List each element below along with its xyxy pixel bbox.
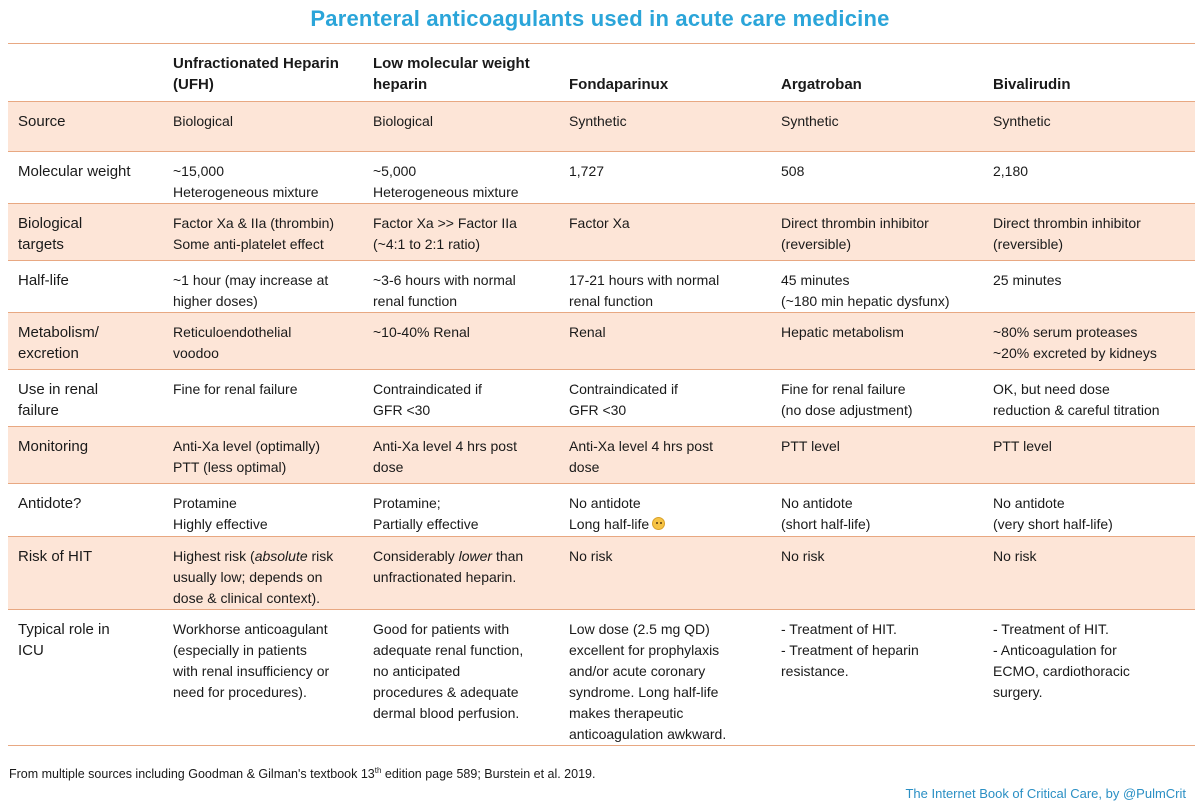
table-cell: Anti-Xa level 4 hrs post dose bbox=[559, 426, 771, 484]
row-label: Antidote? bbox=[18, 495, 82, 512]
table-cell: No antidote (very short half-life) bbox=[993, 495, 1113, 532]
table-cell: Renal bbox=[559, 312, 771, 370]
table-cell: 508 bbox=[781, 163, 805, 179]
table-cell: Anti-Xa level (optimally) PTT (less optim… bbox=[163, 426, 363, 484]
table-cell: Synthetic bbox=[983, 101, 1195, 152]
table-cell: Factor Xa & IIa (thrombin) Some anti-plat… bbox=[163, 203, 363, 261]
table-cell: No antidote (short half-life) bbox=[781, 495, 871, 532]
table-cell: 2,180 bbox=[993, 163, 1029, 179]
table-row-risk-of-hit: Risk of HIT Highest risk (absolute risk us… bbox=[8, 536, 1195, 610]
table-cell: Protamine Highly effective bbox=[173, 495, 268, 532]
row-label: Risk of HIT bbox=[8, 536, 163, 610]
table-row-metabolism: Metabolism/excretion Reticuloendothelial v… bbox=[8, 312, 1195, 370]
row-label: Use in renal failure bbox=[18, 381, 99, 419]
column-header-bivalirudin: Bivalirudin bbox=[993, 76, 1071, 93]
table-cell: OK, but need dose reduction & careful tit… bbox=[993, 381, 1160, 418]
table-cell: Factor Xa >> Factor IIa (~4:1 to 2:1 rati… bbox=[363, 203, 559, 261]
table-cell: ~80% serum proteases ~20% excreted by kid… bbox=[983, 312, 1195, 370]
table-cell: Biological bbox=[363, 101, 559, 152]
table-cell: Factor Xa bbox=[559, 203, 771, 261]
row-label: Molecular weight bbox=[18, 163, 131, 180]
table-cell: Direct thrombin inhibitor (reversible) bbox=[983, 203, 1195, 261]
credit-footer: The Internet Book of Critical Care, by @… bbox=[905, 786, 1186, 801]
table-cell: Highest risk (absolute risk usually low; … bbox=[163, 536, 363, 610]
table-row-molecular-weight: Molecular weight ~15,000 Heterogeneous mix… bbox=[8, 151, 1195, 204]
table-cell: PTT level bbox=[771, 426, 983, 484]
table-cell: - Treatment of HIT. - Anticoagulation for… bbox=[993, 621, 1130, 700]
table-cell: Good for patients with adequate renal fun… bbox=[373, 621, 524, 721]
column-header-argatroban: Argatroban bbox=[781, 76, 862, 93]
table-cell: Fine for renal failure bbox=[173, 381, 298, 397]
column-header-lmwh: Low molecular weight heparin bbox=[373, 55, 530, 93]
column-header-fondaparinux: Fondaparinux bbox=[569, 76, 669, 93]
row-label: Source bbox=[8, 101, 163, 152]
table-cell: No risk bbox=[983, 536, 1195, 610]
table-cell: ~15,000 Heterogeneous mixture bbox=[173, 163, 319, 200]
table-cell: Synthetic bbox=[771, 101, 983, 152]
table-cell: - Treatment of HIT. - Treatment of hepari… bbox=[781, 621, 919, 679]
table-row-monitoring: Monitoring Anti-Xa level (optimally) PTT (… bbox=[8, 426, 1195, 484]
table-row-half-life: Half-life ~1 hour (may increase at higher … bbox=[8, 260, 1195, 313]
table-cell: Considerably lower than unfractionated he… bbox=[363, 536, 559, 610]
header-row: Unfractionated Heparin (UFH) Low molecul… bbox=[8, 43, 1195, 102]
table-cell: ~1 hour (may increase at higher doses) bbox=[173, 272, 329, 309]
table-cell: No antidote Long half-life bbox=[559, 484, 771, 537]
table-cell: Anti-Xa level 4 hrs post dose bbox=[363, 426, 559, 484]
table-cell: 25 minutes bbox=[993, 272, 1062, 288]
anticoagulant-table: Unfractionated Heparin (UFH) Low molecul… bbox=[8, 43, 1195, 746]
table-cell: Synthetic bbox=[559, 101, 771, 152]
table-row-typical-role: Typical role in ICU Workhorse anticoagulan… bbox=[8, 609, 1195, 746]
table-cell: Hepatic metabolism bbox=[771, 312, 983, 370]
table-cell: 17-21 hours with normal renal function bbox=[569, 272, 720, 309]
table-row-biological-targets: Biological targets Factor Xa & IIa (thromb… bbox=[8, 203, 1195, 261]
table-cell: ~5,000 Heterogeneous mixture bbox=[373, 163, 519, 200]
table-cell: Workhorse anticoagulant (especially in pa… bbox=[173, 621, 330, 700]
table-cell: No risk bbox=[771, 536, 983, 610]
table-cell: Contraindicated if GFR <30 bbox=[373, 381, 482, 418]
row-label: Metabolism/excretion bbox=[8, 312, 163, 370]
grimace-emoji-icon bbox=[652, 517, 666, 530]
table-row-antidote: Antidote? Protamine Highly effective Protam… bbox=[8, 483, 1195, 537]
table-cell: Reticuloendothelial voodoo bbox=[163, 312, 363, 370]
table-cell: 1,727 bbox=[569, 163, 605, 179]
table-cell: ~10-40% Renal bbox=[363, 312, 559, 370]
row-label: Typical role in ICU bbox=[18, 621, 110, 659]
table-cell: Contraindicated if GFR <30 bbox=[569, 381, 678, 418]
table-cell: Low dose (2.5 mg QD) excellent for prophy… bbox=[569, 621, 727, 742]
table-cell: Biological bbox=[163, 101, 363, 152]
table-row-renal-failure: Use in renal failure Fine for renal failur… bbox=[8, 369, 1195, 427]
row-label: Half-life bbox=[18, 272, 69, 289]
corner-cell bbox=[8, 44, 163, 102]
table-row-source: Source Biological Biological Synthetic Synth… bbox=[8, 101, 1195, 152]
table-cell: 45 minutes (~180 min hepatic dysfunx) bbox=[781, 272, 950, 309]
source-footnote: From multiple sources including Goodman … bbox=[9, 766, 596, 782]
table-cell: ~3-6 hours with normal renal function bbox=[373, 272, 516, 309]
page-title: Parenteral anticoagulants used in acute … bbox=[310, 6, 890, 31]
table-cell: Fine for renal failure (no dose adjustmen… bbox=[781, 381, 913, 418]
table-cell: Direct thrombin inhibitor (reversible) bbox=[771, 203, 983, 261]
table-cell: No risk bbox=[559, 536, 771, 610]
row-label: Monitoring bbox=[8, 426, 163, 484]
table-cell: PTT level bbox=[983, 426, 1195, 484]
table-cell: Protamine; Partially effective bbox=[373, 495, 479, 532]
row-label: Biological targets bbox=[8, 203, 163, 261]
column-header-ufh: Unfractionated Heparin (UFH) bbox=[173, 55, 339, 93]
